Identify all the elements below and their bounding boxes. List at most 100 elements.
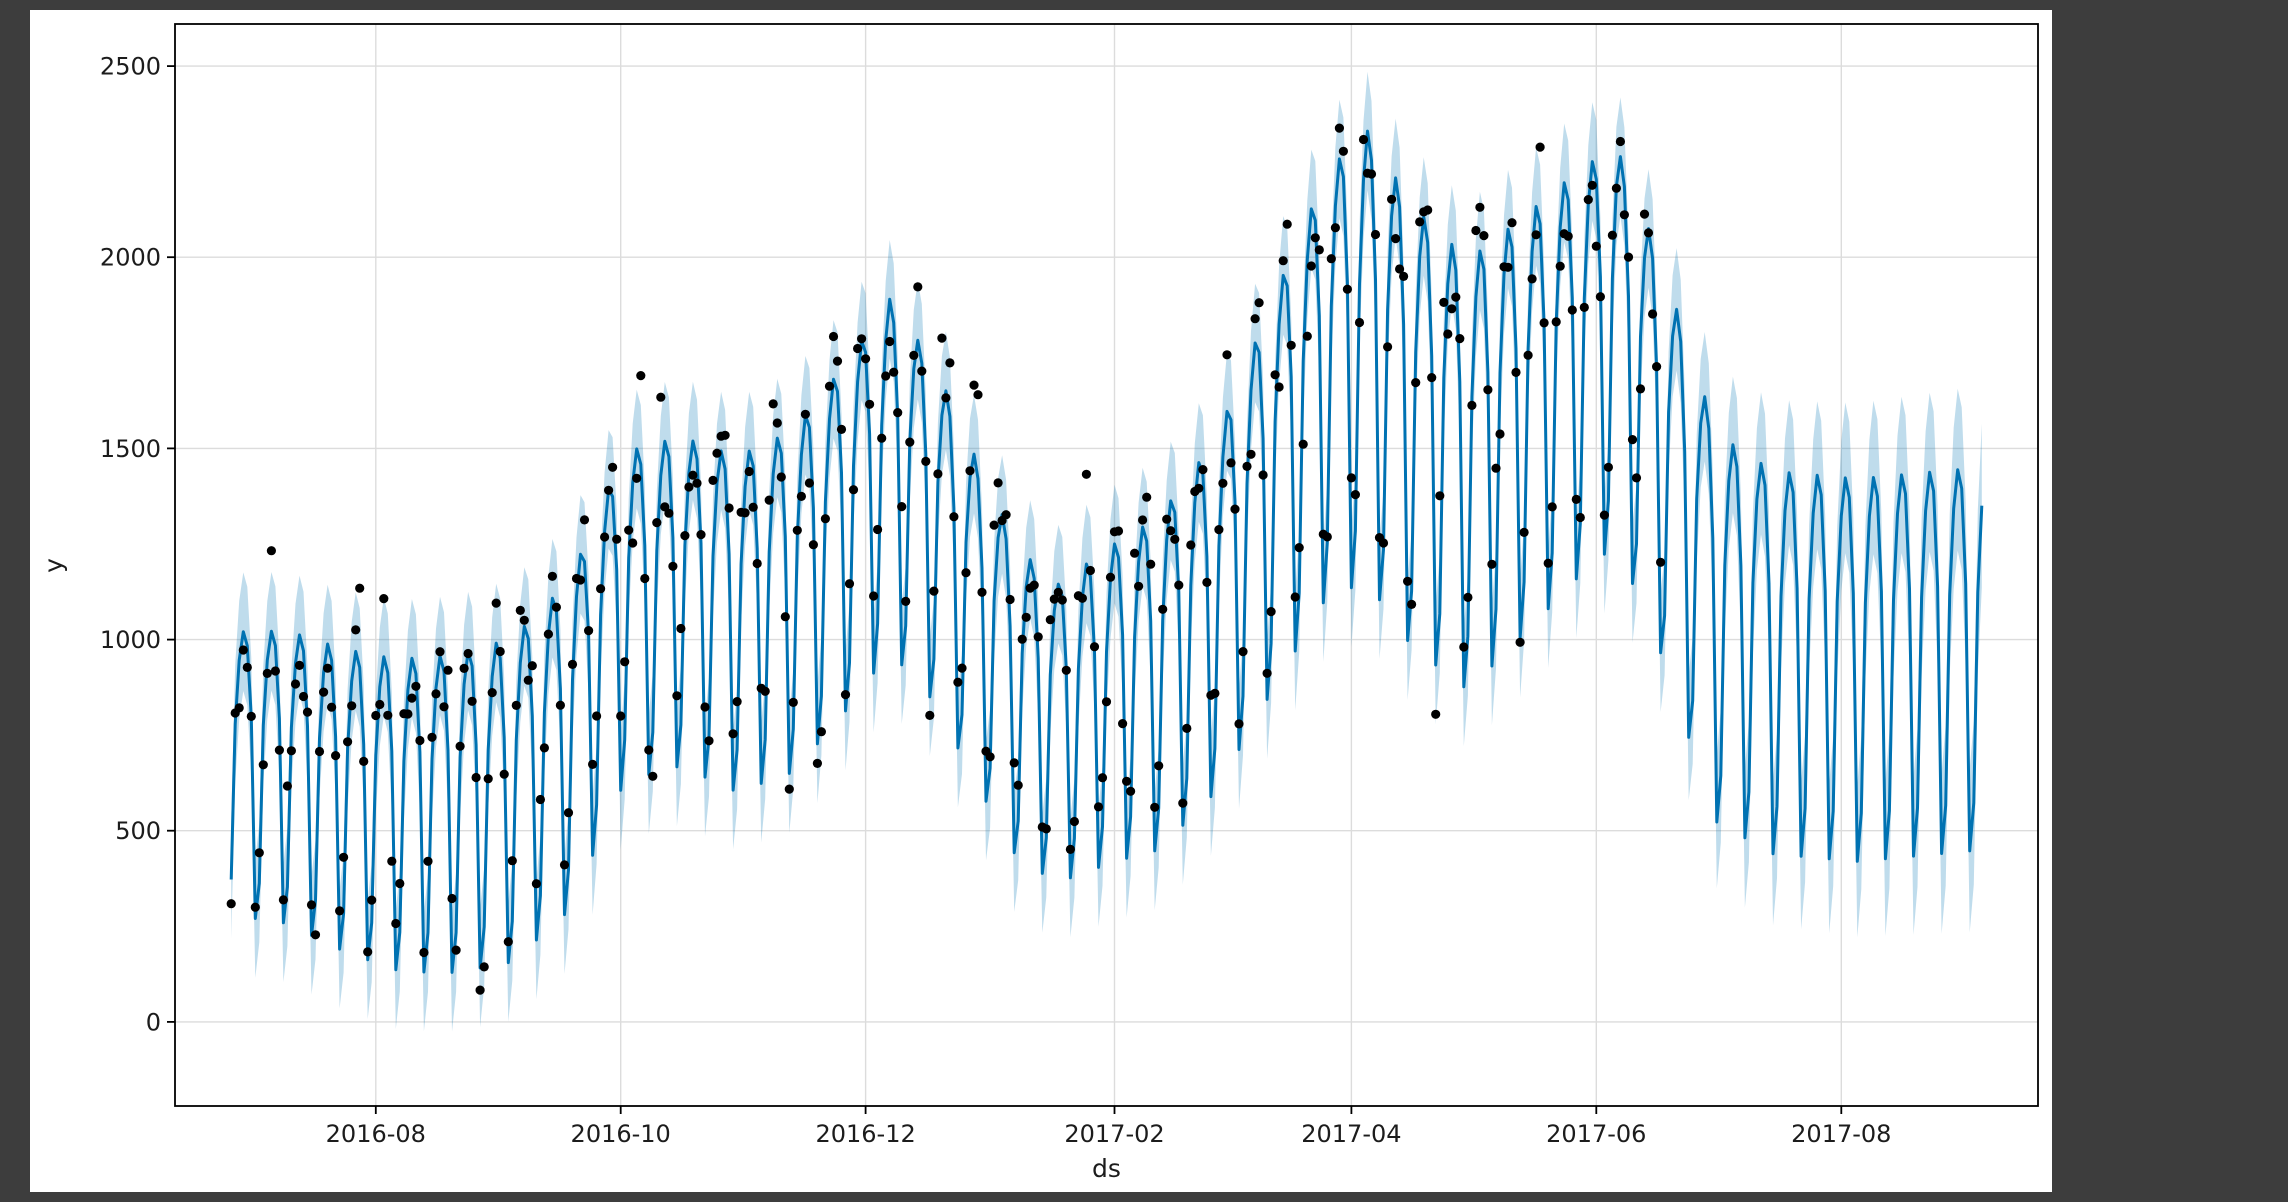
observation-point <box>1463 592 1473 603</box>
observation-point <box>909 350 919 360</box>
observation-point <box>744 466 754 477</box>
observation-point <box>1415 217 1425 227</box>
observation-point <box>853 343 863 354</box>
observation-point <box>832 356 843 366</box>
observation-point <box>720 430 730 440</box>
observation-point <box>411 681 421 691</box>
observation-point <box>1330 223 1340 233</box>
observation-point <box>483 774 493 784</box>
observation-point <box>1575 512 1585 523</box>
observation-point <box>339 852 349 862</box>
observation-point <box>772 418 782 428</box>
observation-point <box>1310 233 1320 243</box>
observation-point <box>535 794 545 805</box>
observation-point <box>250 902 260 912</box>
observation-point <box>1166 526 1176 536</box>
x-tick-label: 2017-04 <box>1301 1120 1401 1148</box>
observation-point <box>1471 225 1481 236</box>
observation-point <box>592 711 602 721</box>
observation-point <box>973 390 983 400</box>
observation-point <box>242 662 252 673</box>
observation-point <box>1543 558 1553 568</box>
observation-point <box>1254 298 1264 308</box>
observation-point <box>547 571 558 581</box>
observation-point <box>584 626 594 636</box>
observation-point <box>403 709 413 719</box>
observation-point <box>1322 532 1332 542</box>
observation-point <box>1511 367 1521 377</box>
observation-point <box>1093 802 1104 812</box>
observation-point <box>688 470 698 480</box>
observation-point <box>459 663 469 674</box>
observation-point <box>463 648 473 659</box>
observation-point <box>1439 297 1449 307</box>
observation-point <box>439 702 449 712</box>
observation-point <box>953 677 963 687</box>
observation-point <box>1113 526 1124 536</box>
observation-point <box>949 512 959 522</box>
observation-point <box>1222 350 1232 360</box>
observation-point <box>290 679 301 689</box>
observation-point <box>824 381 835 391</box>
observation-point <box>1623 252 1634 262</box>
observation-point <box>1041 824 1051 834</box>
observation-point <box>1459 642 1469 652</box>
observation-point <box>1487 559 1497 569</box>
observation-point <box>897 502 907 512</box>
observation-point <box>1579 302 1589 312</box>
observation-point <box>1178 798 1188 808</box>
observation-point <box>1202 577 1212 588</box>
observation-point <box>1250 314 1260 324</box>
observation-point <box>957 663 967 673</box>
observation-point <box>1013 780 1023 790</box>
observation-point <box>343 737 353 747</box>
observation-point <box>836 424 847 434</box>
observation-point <box>1475 202 1485 212</box>
observation-point <box>724 503 734 513</box>
observation-point <box>503 937 513 947</box>
observation-point <box>1627 435 1638 445</box>
observation-point <box>286 746 296 756</box>
observation-point <box>1591 241 1601 251</box>
x-tick-label: 2016-10 <box>571 1120 671 1148</box>
observation-point <box>1150 802 1160 812</box>
observation-point <box>451 945 461 955</box>
observation-point <box>796 491 807 501</box>
observation-point <box>1290 592 1300 602</box>
observation-point <box>531 879 541 889</box>
observation-point <box>1302 331 1312 341</box>
observation-point <box>1186 540 1196 550</box>
observation-point <box>1370 229 1381 240</box>
observation-point <box>596 584 606 594</box>
observation-point <box>1366 169 1377 179</box>
observation-point <box>383 710 393 720</box>
observation-point <box>278 895 288 905</box>
observation-point <box>415 735 425 746</box>
observation-point <box>1407 599 1417 610</box>
observation-point <box>885 336 895 347</box>
observation-point <box>937 333 947 343</box>
x-tick-label: 2016-12 <box>815 1120 915 1148</box>
observation-point <box>419 947 429 958</box>
observation-point <box>443 665 453 675</box>
observation-point <box>515 605 525 616</box>
observation-point <box>800 409 811 419</box>
observation-point <box>319 687 329 697</box>
observation-point <box>1122 776 1132 786</box>
observation-point <box>640 573 650 584</box>
observation-point <box>363 947 373 957</box>
observation-point <box>748 502 758 512</box>
observation-point <box>1611 183 1621 193</box>
observation-point <box>656 392 666 402</box>
observation-point <box>306 900 317 910</box>
observation-point <box>1258 470 1268 480</box>
observation-point <box>869 591 879 601</box>
y-tick-label: 0 <box>146 1008 161 1036</box>
observation-point <box>700 702 710 712</box>
observation-point <box>784 784 794 794</box>
observation-point <box>820 514 831 524</box>
observation-point <box>889 367 899 377</box>
observation-point <box>1045 615 1055 625</box>
observation-point <box>387 856 397 866</box>
observation-point <box>1358 134 1369 145</box>
